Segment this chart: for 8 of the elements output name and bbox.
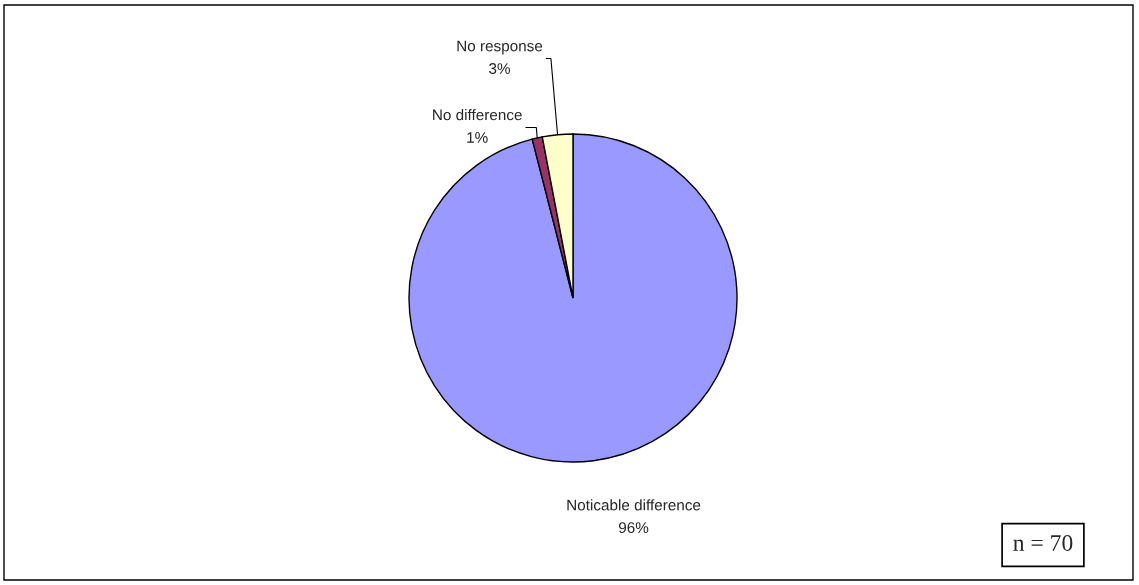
data-label: 1% [467, 132, 488, 143]
slice-label: Noticable difference [567, 499, 701, 511]
data-label: 3% [489, 63, 510, 74]
pie-slice [408, 133, 738, 463]
data-label: 96% [618, 522, 649, 534]
text: n = 70 [1013, 534, 1073, 551]
slice-label: No difference [433, 109, 522, 121]
slice-label: No response [457, 40, 543, 55]
